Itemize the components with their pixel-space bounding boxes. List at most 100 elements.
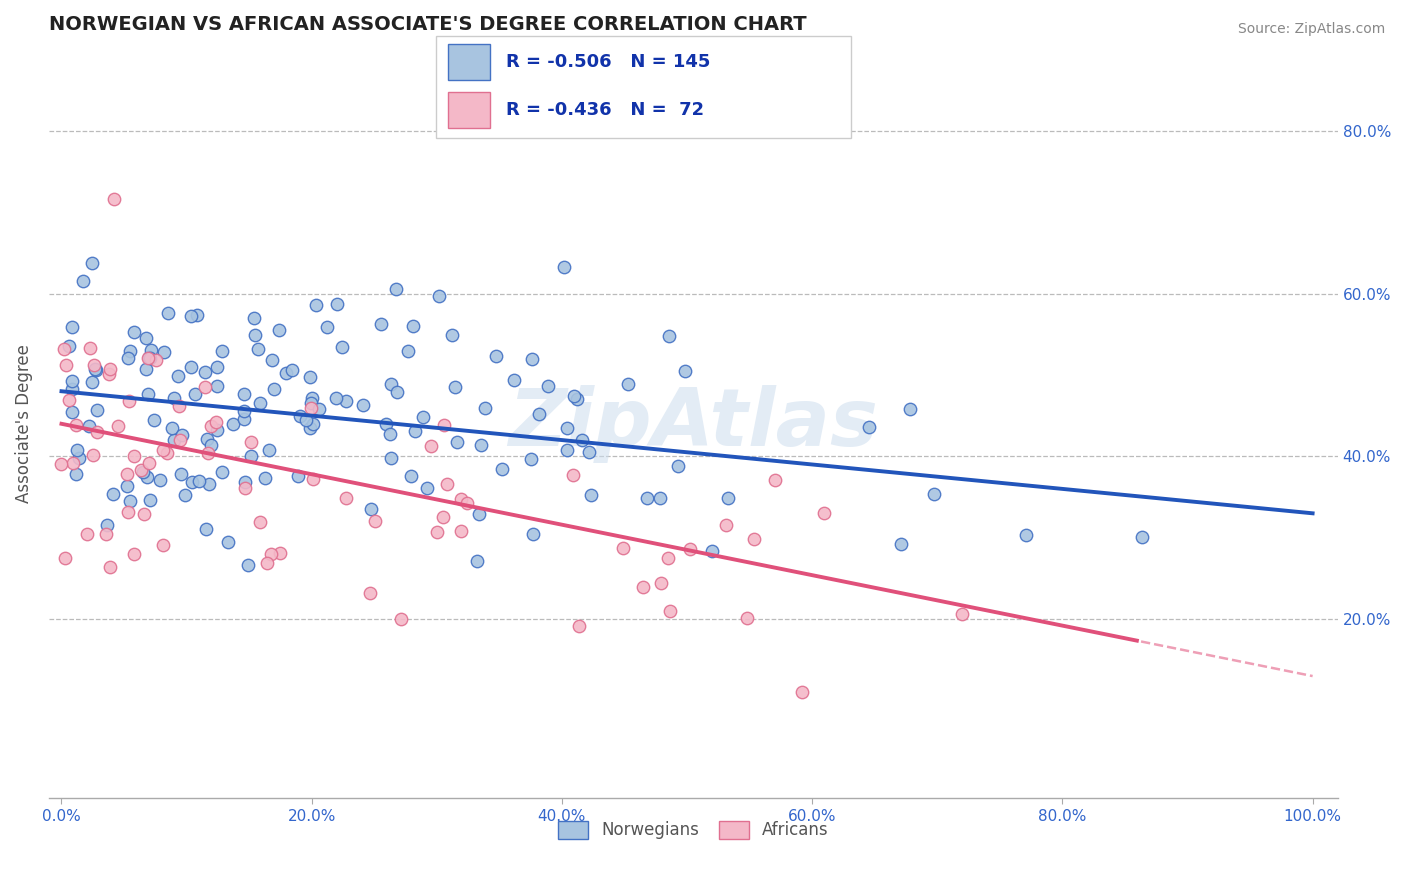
Point xyxy=(450,524,472,538)
Point xyxy=(380,451,402,466)
Point xyxy=(657,551,679,566)
Point xyxy=(571,434,593,448)
Point xyxy=(62,456,84,470)
Point xyxy=(211,465,233,479)
Point xyxy=(115,467,138,481)
Point xyxy=(205,415,228,429)
Point xyxy=(194,379,217,393)
Point xyxy=(174,488,197,502)
Point xyxy=(53,342,76,356)
Point xyxy=(485,349,508,363)
Point xyxy=(456,496,478,510)
Text: R = -0.436   N =  72: R = -0.436 N = 72 xyxy=(506,101,704,119)
Point xyxy=(325,296,347,310)
Point xyxy=(617,377,640,392)
Point xyxy=(813,506,835,520)
Point xyxy=(426,524,449,539)
Point xyxy=(396,343,419,358)
Point xyxy=(53,550,76,565)
Point xyxy=(60,405,83,419)
Point xyxy=(141,343,163,357)
Point xyxy=(221,417,243,432)
Point xyxy=(444,379,467,393)
Point xyxy=(631,580,654,594)
Point xyxy=(737,611,759,625)
Point xyxy=(491,461,513,475)
Point xyxy=(537,379,560,393)
Point xyxy=(432,510,454,524)
Point xyxy=(612,541,634,555)
Point xyxy=(330,340,353,354)
Point xyxy=(257,442,280,457)
Point xyxy=(301,417,323,431)
Point xyxy=(238,558,260,572)
Point xyxy=(79,341,101,355)
Point xyxy=(60,319,83,334)
Point xyxy=(143,413,166,427)
Point xyxy=(184,387,207,401)
Point xyxy=(138,387,160,401)
Point xyxy=(162,421,184,435)
Point xyxy=(412,409,434,424)
Point xyxy=(474,401,496,415)
Point xyxy=(194,522,217,536)
Point xyxy=(233,412,256,426)
Point xyxy=(240,449,263,463)
Point xyxy=(167,368,190,383)
Point xyxy=(156,446,179,460)
Point xyxy=(86,363,108,377)
Point xyxy=(436,476,458,491)
Bar xyxy=(449,92,489,128)
Point xyxy=(197,446,219,460)
Point xyxy=(51,457,73,471)
Point xyxy=(402,318,425,333)
Point xyxy=(122,325,145,339)
Point xyxy=(76,527,98,541)
Point xyxy=(470,438,492,452)
Point xyxy=(249,515,271,529)
Point xyxy=(197,477,219,491)
Point xyxy=(233,475,256,489)
Point xyxy=(60,383,83,397)
Point xyxy=(249,395,271,409)
Text: Source: ZipAtlas.com: Source: ZipAtlas.com xyxy=(1237,22,1385,37)
Point xyxy=(256,556,278,570)
Point xyxy=(80,376,103,390)
Point xyxy=(673,364,696,378)
Point xyxy=(378,426,401,441)
Point xyxy=(527,408,550,422)
Point xyxy=(335,394,357,409)
Point xyxy=(465,554,488,568)
Point xyxy=(135,470,157,484)
Point xyxy=(233,481,256,495)
Point xyxy=(281,363,304,377)
Point xyxy=(200,438,222,452)
Point xyxy=(650,576,672,591)
Point xyxy=(86,403,108,417)
Point xyxy=(416,481,439,495)
Point xyxy=(97,367,120,381)
Point xyxy=(58,339,80,353)
Text: R = -0.506   N = 145: R = -0.506 N = 145 xyxy=(506,53,711,70)
Point xyxy=(450,492,472,507)
Point xyxy=(120,494,142,508)
Point xyxy=(433,417,456,432)
Point xyxy=(170,427,193,442)
Point xyxy=(298,421,321,435)
Point xyxy=(55,358,77,372)
Point xyxy=(401,469,423,483)
Point xyxy=(305,297,328,311)
Point xyxy=(157,306,180,320)
Point xyxy=(180,310,202,324)
Point xyxy=(387,384,409,399)
Point xyxy=(404,424,426,438)
Point xyxy=(136,351,159,365)
Point xyxy=(581,488,603,502)
Point xyxy=(82,256,104,270)
Point xyxy=(96,517,118,532)
Point xyxy=(301,473,323,487)
Point xyxy=(714,517,737,532)
Point xyxy=(522,526,544,541)
Point xyxy=(122,547,145,561)
Point xyxy=(139,492,162,507)
